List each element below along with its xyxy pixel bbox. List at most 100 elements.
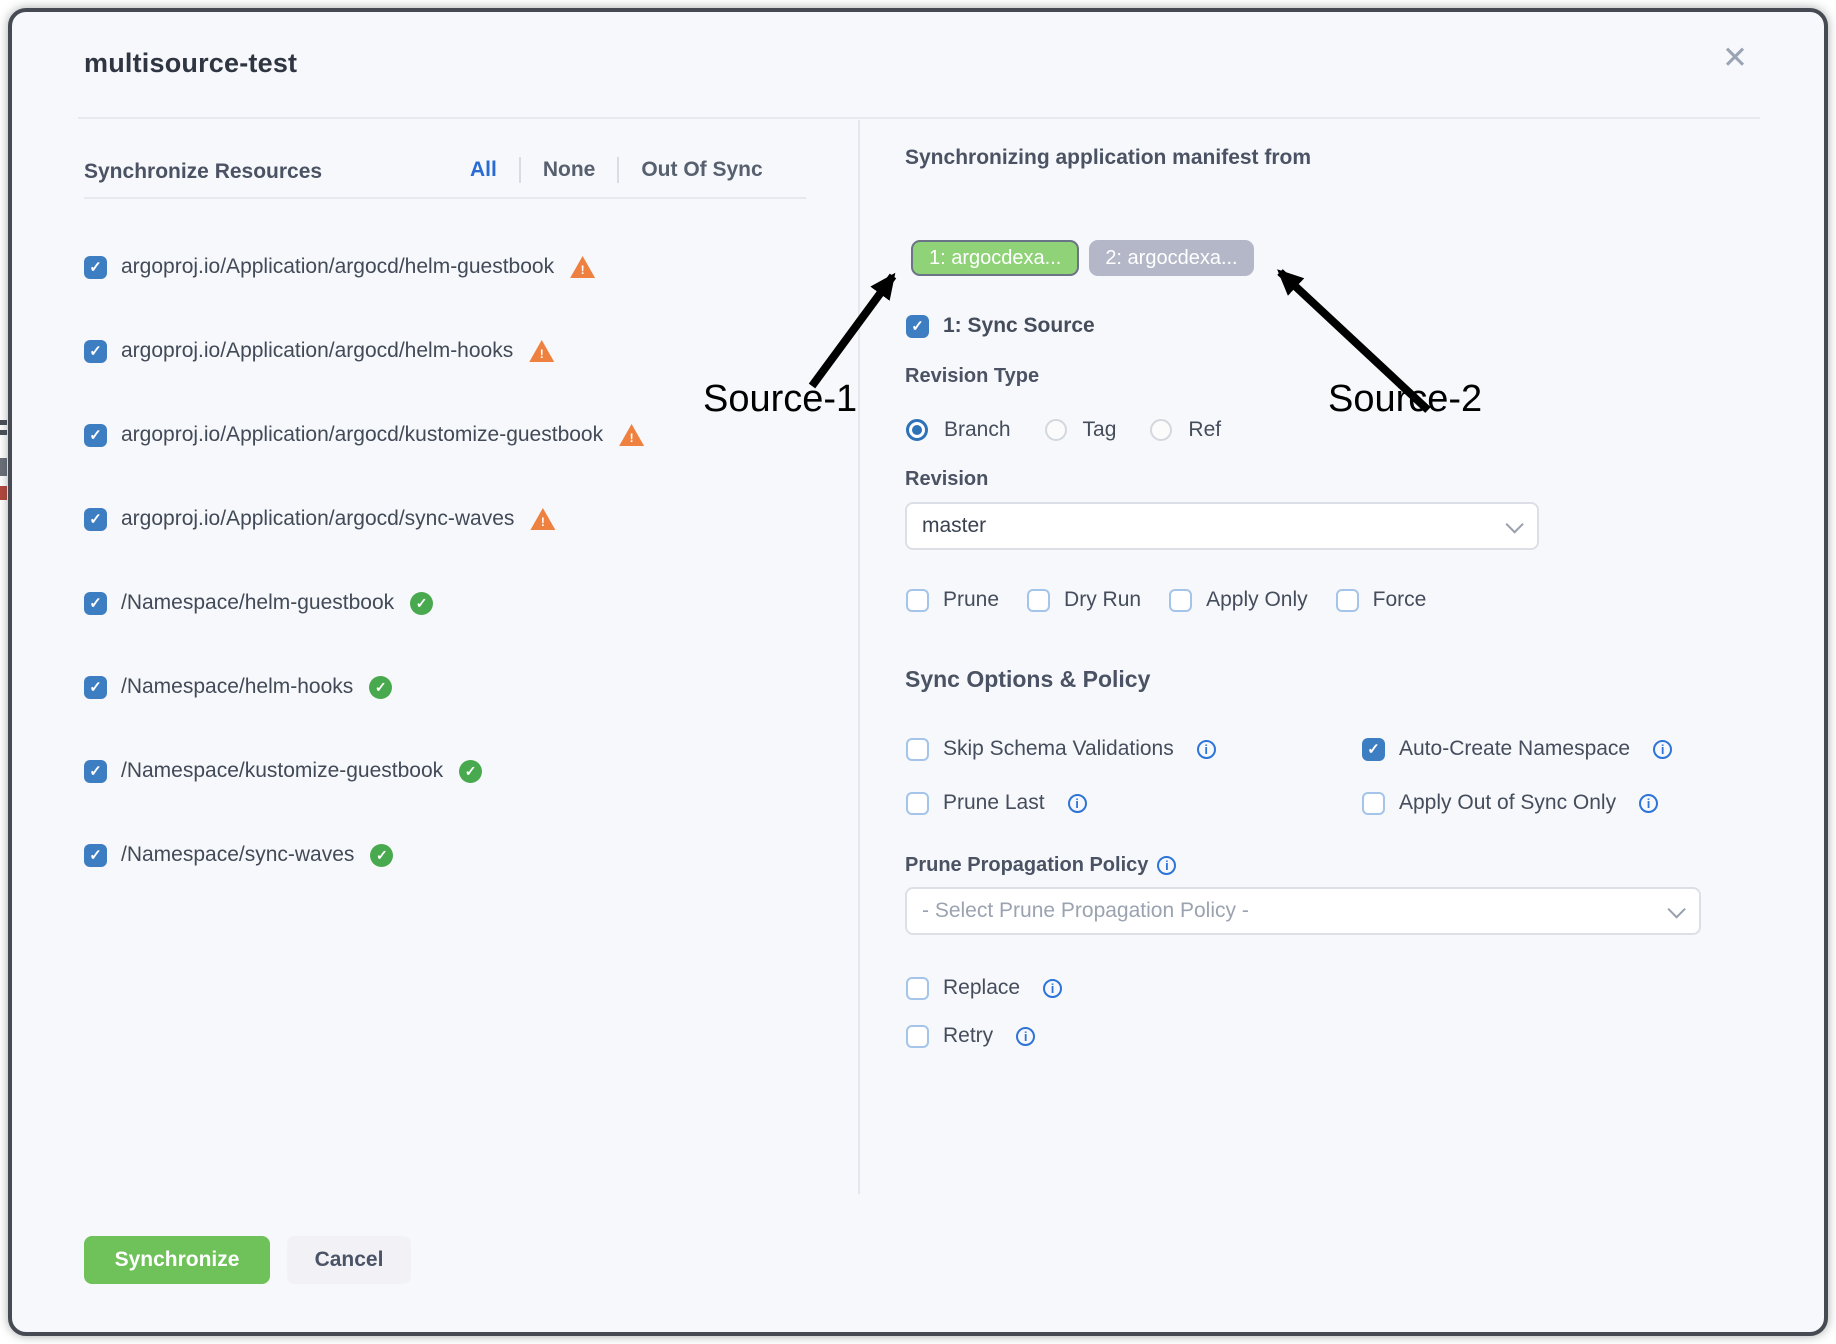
radio-branch[interactable]: Branch [906, 418, 1011, 442]
option-dry-run[interactable]: Dry Run [1027, 588, 1141, 612]
revision-select[interactable]: master [905, 502, 1539, 550]
option-apply-only[interactable]: Apply Only [1169, 588, 1308, 612]
info-icon[interactable]: i [1043, 978, 1063, 998]
radio-branch-control[interactable] [906, 419, 928, 441]
filter-none[interactable]: None [542, 158, 596, 181]
replace-label: Replace [943, 976, 1021, 999]
info-icon[interactable]: i [1639, 793, 1659, 813]
cancel-button[interactable]: Cancel [287, 1236, 411, 1284]
dry-run-checkbox[interactable] [1027, 588, 1051, 612]
background-fragment-lines [0, 430, 7, 435]
force-checkbox[interactable] [1335, 588, 1359, 612]
radio-branch-label: Branch [944, 418, 1011, 441]
resource-path: /Namespace/helm-hooks [121, 675, 354, 698]
retry-checkbox[interactable] [906, 1024, 929, 1048]
warning-icon [529, 340, 555, 362]
info-icon[interactable]: i [1016, 1026, 1036, 1046]
synced-icon [370, 843, 394, 867]
resource-checkbox[interactable] [84, 591, 107, 615]
filter-out-of-sync[interactable]: Out Of Sync [641, 158, 763, 181]
radio-tag[interactable]: Tag [1044, 418, 1117, 442]
source-1-annotation: Source-1 [703, 378, 858, 420]
dialog-title: multisource-test [84, 48, 298, 78]
prune-propagation-label: Prune Propagation Policy [905, 854, 1149, 876]
info-icon[interactable]: i [1157, 856, 1177, 875]
resource-checkbox[interactable] [84, 759, 107, 783]
chevron-down-icon [1505, 514, 1524, 534]
sync-flags-row: Prune Dry Run Apply Only Force [906, 588, 1426, 612]
filters-divider [84, 197, 806, 199]
prune-checkbox[interactable] [906, 588, 929, 612]
synchronize-button[interactable]: Synchronize [84, 1236, 270, 1284]
resource-checkbox[interactable] [84, 675, 107, 699]
apply-out-of-sync-checkbox[interactable] [1362, 791, 1385, 815]
synced-icon [459, 759, 483, 783]
option-replace[interactable]: Replace i [906, 976, 1063, 1000]
source-chip-2[interactable]: 2: argocdexa... [1089, 240, 1254, 276]
radio-tag-label: Tag [1082, 418, 1117, 441]
resource-list: argoproj.io/Application/argocd/helm-gues… [84, 225, 645, 897]
info-icon[interactable]: i [1653, 739, 1673, 759]
radio-ref[interactable]: Ref [1150, 418, 1221, 442]
source-2-annotation: Source-2 [1328, 378, 1483, 420]
background-fragment-red [0, 486, 7, 500]
background-fragment-text [0, 458, 7, 476]
resource-path: argoproj.io/Application/argocd/helm-gues… [121, 255, 555, 278]
title-divider [78, 117, 1760, 119]
resource-checkbox[interactable] [84, 339, 107, 363]
replace-checkbox[interactable] [906, 976, 929, 1000]
source-chip-1[interactable]: 1: argocdexa... [911, 240, 1080, 276]
option-skip-schema[interactable]: Skip Schema Validations i [906, 737, 1216, 761]
resource-checkbox[interactable] [84, 423, 107, 447]
option-apply-out-of-sync[interactable]: Apply Out of Sync Only i [1362, 791, 1659, 815]
revision-type-label: Revision Type [905, 365, 1040, 387]
radio-tag-control[interactable] [1044, 419, 1067, 441]
prune-propagation-select[interactable]: - Select Prune Propagation Policy - [905, 887, 1701, 935]
column-divider [858, 120, 860, 1194]
info-icon[interactable]: i [1067, 793, 1087, 813]
option-prune-last[interactable]: Prune Last i [906, 791, 1087, 815]
dry-run-label: Dry Run [1064, 588, 1142, 611]
warning-icon [530, 508, 556, 530]
chevron-down-icon [1667, 899, 1686, 919]
prune-propagation-placeholder: - Select Prune Propagation Policy - [922, 899, 1249, 922]
resource-checkbox[interactable] [84, 507, 107, 531]
resource-row: argoproj.io/Application/argocd/kustomize… [84, 393, 645, 477]
retry-label: Retry [943, 1024, 994, 1047]
resource-checkbox[interactable] [84, 843, 107, 867]
resource-row: argoproj.io/Application/argocd/sync-wave… [84, 477, 644, 561]
filter-all[interactable]: All [470, 158, 497, 181]
info-icon[interactable]: i [1196, 739, 1216, 759]
sync-source-label: 1: Sync Source [943, 314, 1095, 337]
auto-create-namespace-label: Auto-Create Namespace [1399, 737, 1631, 760]
resource-path: /Namespace/sync-waves [121, 843, 355, 866]
option-auto-create-namespace[interactable]: Auto-Create Namespace i [1362, 737, 1673, 761]
resource-path: argoproj.io/Application/argocd/kustomize… [121, 423, 604, 446]
skip-schema-label: Skip Schema Validations [943, 737, 1174, 760]
resource-row: argoproj.io/Application/argocd/helm-gues… [84, 225, 644, 309]
sync-source-checkbox[interactable] [906, 314, 929, 338]
resource-row: /Namespace/sync-waves [84, 813, 644, 897]
sync-options-heading: Sync Options & Policy [905, 666, 1151, 692]
option-prune[interactable]: Prune [906, 588, 999, 612]
resource-checkbox[interactable] [84, 255, 107, 279]
resource-row: argoproj.io/Application/argocd/helm-hook… [84, 309, 644, 393]
apply-only-checkbox[interactable] [1169, 588, 1193, 612]
close-icon[interactable]: ✕ [1722, 40, 1748, 75]
auto-create-namespace-checkbox[interactable] [1362, 737, 1385, 761]
resource-path: argoproj.io/Application/argocd/helm-hook… [121, 339, 514, 362]
synced-icon [410, 591, 434, 615]
resource-row: /Namespace/helm-hooks [84, 645, 644, 729]
prune-last-checkbox[interactable] [906, 791, 929, 815]
skip-schema-checkbox[interactable] [906, 737, 929, 761]
sync-dialog [8, 8, 1828, 1336]
force-label: Force [1372, 588, 1427, 611]
resource-row: /Namespace/helm-guestbook [84, 561, 644, 645]
radio-ref-control[interactable] [1150, 419, 1173, 441]
option-retry[interactable]: Retry i [906, 1024, 1036, 1048]
apply-only-label: Apply Only [1206, 588, 1308, 611]
option-force[interactable]: Force [1335, 588, 1427, 612]
revision-select-value: master [922, 514, 987, 537]
resource-row: /Namespace/kustomize-guestbook [84, 729, 644, 813]
